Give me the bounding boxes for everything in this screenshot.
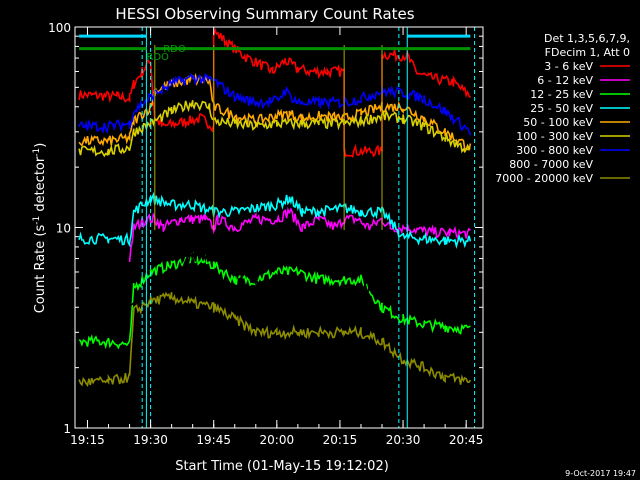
legend-label-5: 100 - 300 keV [516, 130, 593, 143]
legend-label-2: 12 - 25 keV [530, 88, 593, 101]
series-line-5 [78, 100, 471, 158]
x-tick-label-4: 20:15 [323, 433, 358, 447]
y-label-sup: -1 [32, 216, 42, 225]
y-label-sup2: -1 [32, 148, 42, 157]
legend-label-3: 25 - 50 keV [530, 102, 593, 115]
series-line-2 [78, 251, 471, 350]
x-tick-label-0: 19:15 [70, 433, 105, 447]
x-tick-label-6: 20:45 [449, 433, 484, 447]
legend-header-1: FDecim 1, Att 0 [545, 46, 630, 59]
legend-label-4: 50 - 100 keV [523, 116, 593, 129]
annotation-rdo-0: RDO [146, 52, 169, 63]
legend-label-7: 800 - 7000 keV [509, 158, 593, 171]
series-line-0 [78, 27, 472, 158]
y-label-close: ) [33, 143, 48, 148]
x-tick-label-2: 19:45 [196, 433, 231, 447]
series-line-7 [129, 246, 425, 322]
series-line-1 [128, 206, 471, 262]
legend-label-6: 300 - 800 keV [516, 144, 593, 157]
legend: Det 1,3,5,6,7,9,FDecim 1, Att 03 - 6 keV… [495, 32, 630, 185]
series-line-6 [78, 73, 472, 136]
x-tick-label-3: 20:00 [260, 433, 295, 447]
annotation-rdo-1: RDO [163, 44, 186, 55]
legend-header-0: Det 1,3,5,6,7,9, [544, 32, 630, 45]
legend-label-8: 7000 - 20000 keV [495, 172, 593, 185]
x-tick-label-5: 20:30 [386, 433, 421, 447]
y-tick-label-1: 10 [56, 222, 71, 236]
y-tick-label-2: 100 [48, 21, 71, 35]
y-axis-label: Count Rate (s-1 detector-1) [32, 143, 48, 314]
axes: 19:15 19:30 19:45 20:00 20:15 20:30 20:45 1 10 10… [48, 21, 483, 447]
x-tick-label-1: 19:30 [133, 433, 168, 447]
series-line-4 [78, 72, 472, 151]
y-tick-label-0: 1 [63, 422, 71, 436]
series-line-3 [78, 191, 472, 250]
legend-label-0: 3 - 6 keV [544, 60, 593, 73]
x-axis-label: Start Time (01-May-15 19:12:02) [175, 459, 389, 474]
series-line-8 [78, 291, 472, 388]
footer-date: 9-Oct-2017 19:47 [565, 469, 636, 478]
y-label-tail: detector [33, 156, 48, 216]
y-label-main: Count Rate (s [33, 225, 48, 314]
legend-label-1: 6 - 12 keV [537, 74, 593, 87]
chart-title: HESSI Observing Summary Count Rates [115, 5, 414, 23]
